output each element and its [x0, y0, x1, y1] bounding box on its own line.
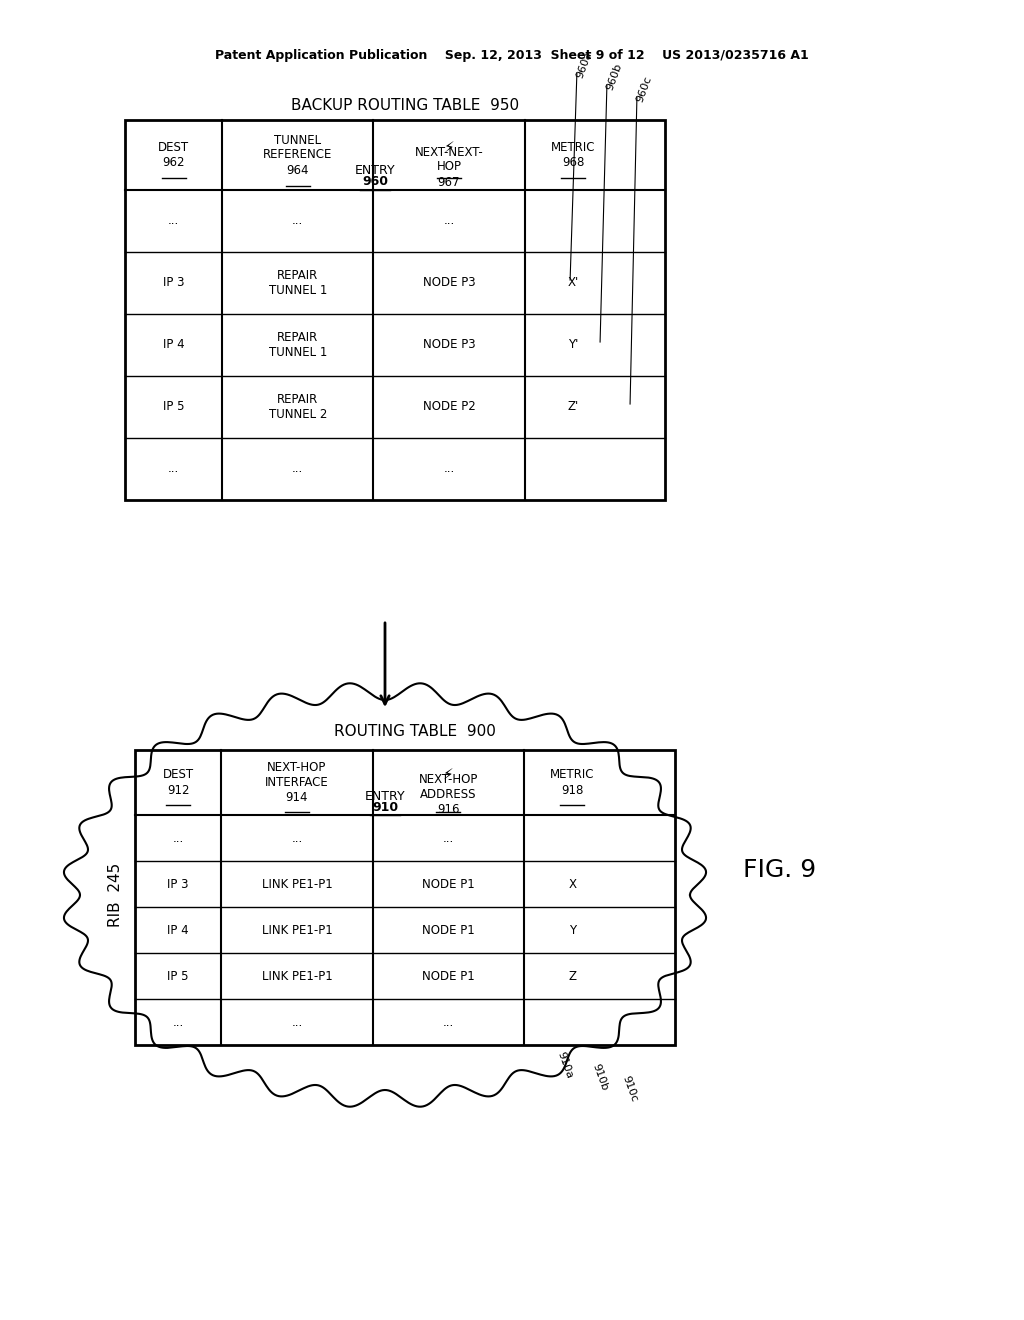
Text: IP 4: IP 4 — [163, 338, 184, 351]
Text: 910c: 910c — [620, 1074, 639, 1104]
Text: 910b: 910b — [590, 1063, 609, 1092]
Text: Z: Z — [568, 969, 577, 982]
Text: ⚡: ⚡ — [442, 767, 454, 781]
Text: RIB  245: RIB 245 — [108, 863, 123, 927]
Text: 910a: 910a — [555, 1051, 574, 1080]
Text: X: X — [568, 878, 577, 891]
Text: IP 4: IP 4 — [167, 924, 189, 936]
Text: DEST
912: DEST 912 — [163, 768, 194, 796]
Text: IP 3: IP 3 — [168, 878, 189, 891]
Text: 960c: 960c — [635, 74, 653, 103]
Text: BACKUP ROUTING TABLE  950: BACKUP ROUTING TABLE 950 — [291, 98, 519, 112]
Text: TUNNEL
REFERENCE
964: TUNNEL REFERENCE 964 — [263, 133, 333, 177]
Text: REPAIR
TUNNEL 1: REPAIR TUNNEL 1 — [268, 269, 327, 297]
Text: NEXT-HOP
ADDRESS
916: NEXT-HOP ADDRESS 916 — [419, 774, 478, 816]
Text: NEXT-HOP
INTERFACE
914: NEXT-HOP INTERFACE 914 — [265, 762, 329, 804]
Text: METRIC
968: METRIC 968 — [551, 141, 595, 169]
Text: 910: 910 — [372, 801, 398, 813]
Text: ...: ... — [173, 1015, 184, 1028]
Text: REPAIR
TUNNEL 1: REPAIR TUNNEL 1 — [268, 331, 327, 359]
Text: ENTRY: ENTRY — [354, 164, 395, 177]
Text: 960a: 960a — [575, 50, 594, 81]
Text: METRIC
918: METRIC 918 — [550, 768, 595, 796]
Text: NODE P1: NODE P1 — [422, 924, 474, 936]
Text: ...: ... — [442, 1015, 454, 1028]
Bar — [135, 750, 675, 1045]
Text: ...: ... — [168, 462, 179, 475]
Text: ROUTING TABLE  900: ROUTING TABLE 900 — [334, 725, 496, 739]
Text: ...: ... — [292, 832, 303, 845]
Text: ...: ... — [442, 832, 454, 845]
Text: NEXT-NEXT-
HOP
967: NEXT-NEXT- HOP 967 — [415, 145, 483, 189]
Text: ENTRY: ENTRY — [365, 791, 406, 804]
Text: IP 5: IP 5 — [163, 400, 184, 413]
Text: ...: ... — [443, 214, 455, 227]
Text: NODE P3: NODE P3 — [423, 338, 475, 351]
Text: Y: Y — [569, 924, 575, 936]
Text: 960: 960 — [362, 176, 388, 187]
Text: Y': Y' — [568, 338, 579, 351]
Text: Z': Z' — [567, 400, 579, 413]
Text: ...: ... — [173, 832, 184, 845]
Text: REPAIR
TUNNEL 2: REPAIR TUNNEL 2 — [268, 393, 327, 421]
Text: NODE P1: NODE P1 — [422, 878, 474, 891]
Text: IP 3: IP 3 — [163, 276, 184, 289]
Text: NODE P3: NODE P3 — [423, 276, 475, 289]
Text: NODE P1: NODE P1 — [422, 969, 474, 982]
Text: ...: ... — [292, 214, 303, 227]
Text: ...: ... — [292, 1015, 303, 1028]
Text: LINK PE1-P1: LINK PE1-P1 — [261, 924, 333, 936]
Text: X': X' — [567, 276, 579, 289]
Text: ...: ... — [443, 462, 455, 475]
Text: NODE P2: NODE P2 — [423, 400, 475, 413]
Text: IP 5: IP 5 — [168, 969, 189, 982]
Text: DEST
962: DEST 962 — [158, 141, 189, 169]
Text: ...: ... — [292, 462, 303, 475]
Text: Patent Application Publication    Sep. 12, 2013  Sheet 9 of 12    US 2013/023571: Patent Application Publication Sep. 12, … — [215, 49, 809, 62]
Bar — [125, 120, 665, 500]
Text: LINK PE1-P1: LINK PE1-P1 — [261, 969, 333, 982]
Text: FIG. 9: FIG. 9 — [743, 858, 816, 882]
Text: ...: ... — [168, 214, 179, 227]
Text: ⚡: ⚡ — [443, 140, 455, 154]
Text: LINK PE1-P1: LINK PE1-P1 — [261, 878, 333, 891]
Text: 960b: 960b — [605, 62, 624, 92]
